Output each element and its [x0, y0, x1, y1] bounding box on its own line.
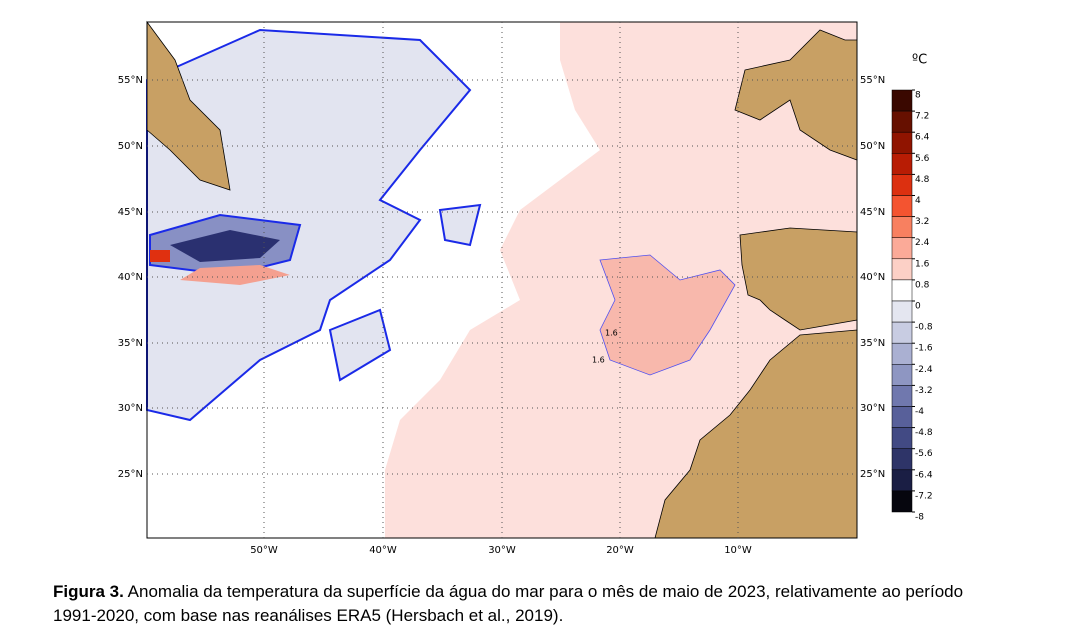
- lat-label: 40°N: [118, 272, 143, 283]
- colorbar-tick-label: 1.6: [915, 259, 930, 269]
- lat-label: 50°N: [860, 141, 885, 152]
- lat-label: 35°N: [860, 338, 885, 349]
- colorbar-unit: ºC: [912, 53, 927, 68]
- cold-patch: [438, 203, 482, 247]
- lat-label: 25°N: [118, 469, 143, 480]
- lon-label: 40°W: [369, 545, 397, 556]
- colorbar-box: [891, 385, 913, 407]
- colorbar-tick-label: -2.4: [915, 365, 933, 375]
- lon-label: 30°W: [488, 545, 516, 556]
- lat-label: 25°N: [860, 469, 885, 480]
- colorbar-tick-label: 7.2: [915, 112, 929, 122]
- contour-label: 1.6: [605, 329, 618, 338]
- lat-label: 45°N: [118, 207, 143, 218]
- lon-label: 20°W: [606, 545, 634, 556]
- colorbar-tick-label: 2.4: [915, 238, 930, 248]
- caption: Figura 3. Anomalia da temperatura da sup…: [53, 580, 1003, 628]
- colorbar-tick-label: 6.4: [915, 133, 930, 143]
- colorbar-box: [891, 89, 913, 112]
- map: [146, 20, 858, 539]
- lat-label: 30°N: [860, 403, 885, 414]
- colorbar-tick-label: -6.4: [915, 470, 933, 480]
- colorbar-box: [891, 427, 913, 449]
- colorbar-tick-label: -5.6: [915, 449, 933, 459]
- colorbar: 8 7.2 6.4 5.6 4.8 4 3.2 2.4 1.6 0.8 0 -0.8 -1.6 -2.4 -…: [891, 89, 933, 523]
- colorbar-box: [891, 258, 913, 281]
- colorbar-tick-label: 0: [915, 302, 921, 312]
- warm-patch: [599, 254, 736, 376]
- colorbar-tick-label: 4.8: [915, 175, 930, 185]
- colorbar-box: [891, 490, 913, 513]
- caption-label: Figura 3.: [53, 582, 124, 601]
- land-newfoundland: [146, 20, 231, 191]
- colorbar-box: [891, 364, 913, 386]
- lon-label: 50°W: [250, 545, 278, 556]
- warm-streak: [180, 265, 290, 285]
- colorbar-box: [891, 300, 913, 323]
- cold-center: [170, 230, 280, 262]
- colorbar-box: [891, 321, 913, 344]
- figure: 55°N 55°N 50°N 50°N 45°N 45°N 40°N 40°N 35°N 35°N…: [118, 20, 933, 556]
- colorbar-tick-label: 3.2: [915, 217, 929, 227]
- lat-label: 50°N: [118, 141, 143, 152]
- colorbar-box: [891, 448, 913, 471]
- colorbar-tick-label: -0.8: [915, 323, 933, 333]
- colorbar-tick-label: 0.8: [915, 280, 930, 290]
- caption-text: Anomalia da temperatura da superfície da…: [53, 582, 964, 625]
- cold-area: [146, 28, 472, 422]
- colorbar-box: [891, 195, 913, 217]
- colorbar-box: [891, 342, 913, 365]
- contour-label: 1.6: [592, 356, 605, 365]
- lat-label: 55°N: [118, 75, 143, 86]
- lat-label: 45°N: [860, 207, 885, 218]
- colorbar-box: [891, 237, 913, 260]
- colorbar-box: [891, 406, 913, 428]
- colorbar-box: [891, 174, 913, 196]
- colorbar-tick-label: 5.6: [915, 154, 930, 164]
- colorbar-tick-label: -8: [915, 513, 924, 523]
- colorbar-tick-label: -7.2: [915, 491, 933, 501]
- colorbar-box: [891, 153, 913, 175]
- land-iberia: [739, 227, 858, 331]
- colorbar-tick-label: 8: [915, 91, 921, 101]
- colorbar-box: [891, 110, 913, 133]
- land-britain: [734, 29, 858, 161]
- colorbar-box: [891, 216, 913, 238]
- colorbar-tick-label: -1.6: [915, 344, 933, 354]
- lat-label: 35°N: [118, 338, 143, 349]
- cold-patch: [328, 308, 392, 382]
- lat-label: 30°N: [118, 403, 143, 414]
- graticule: 55°N 55°N 50°N 50°N 45°N 45°N 40°N 40°N 35°N 35°N…: [118, 22, 885, 556]
- colorbar-tick-label: -4.8: [915, 428, 933, 438]
- colorbar-box: [891, 279, 913, 302]
- lat-label: 55°N: [860, 75, 885, 86]
- colorbar-tick-label: -3.2: [915, 386, 933, 396]
- warm-spot: [150, 250, 170, 262]
- lon-label: 10°W: [724, 545, 752, 556]
- colorbar-box: [891, 131, 913, 154]
- colorbar-box: [891, 469, 913, 492]
- lat-label: 40°N: [860, 272, 885, 283]
- colorbar-tick-label: 4: [915, 196, 921, 206]
- colorbar-tick-label: -4: [915, 407, 924, 417]
